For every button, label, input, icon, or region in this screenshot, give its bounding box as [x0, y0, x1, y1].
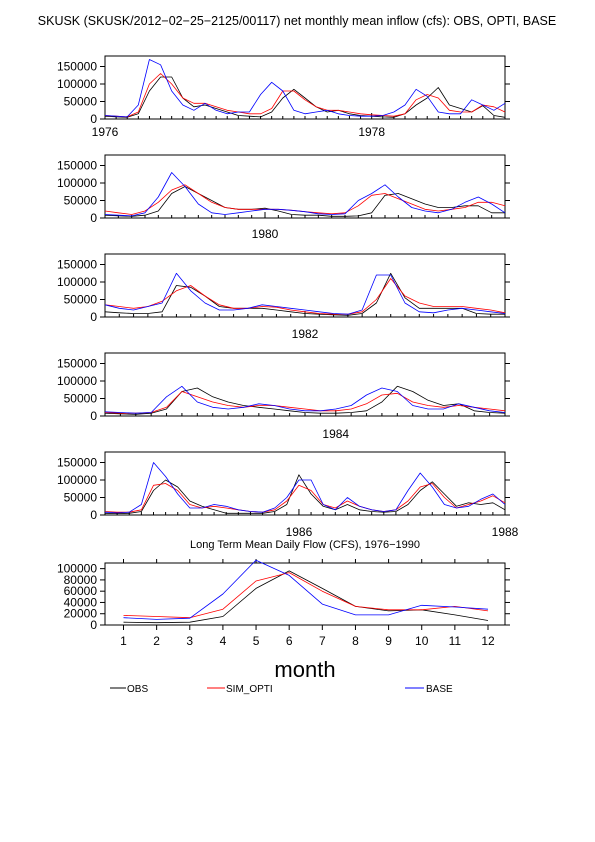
year-label: 1988	[492, 525, 519, 539]
y-tick-label: 100000	[57, 176, 97, 190]
series-line-obs	[104, 474, 506, 514]
y-tick-label: 20000	[64, 607, 98, 621]
y-tick-label: 0	[90, 211, 97, 225]
figure-title: SKUSK (SKUSK/2012−02−25−2125/00117) net …	[38, 14, 556, 28]
series-line-sim-opti	[104, 483, 506, 513]
y-tick-label: 40000	[64, 595, 98, 609]
y-tick-label: 100000	[57, 473, 97, 487]
series-line-obs	[104, 385, 506, 415]
x-tick-label: 12	[481, 634, 495, 648]
series-line-sim-opti	[104, 184, 506, 215]
series-line-base	[123, 559, 489, 620]
x-tick-label: 5	[253, 634, 260, 648]
plot-frame	[104, 451, 506, 516]
y-tick-label: 150000	[57, 456, 97, 470]
panel-title: Long Term Mean Daily Flow (CFS), 1976−19…	[190, 539, 420, 551]
x-tick-label: 3	[186, 634, 193, 648]
y-tick-label: 0	[90, 310, 97, 324]
series-line-sim-opti	[104, 73, 506, 118]
series-line-obs	[104, 186, 505, 217]
series-line-obs	[104, 272, 505, 316]
y-tick-label: 0	[90, 508, 97, 522]
y-tick-label: 80000	[64, 573, 98, 587]
chart-panel-1: 0 50000 100000 150000 1976 1978	[57, 55, 510, 139]
y-tick-label: 60000	[64, 584, 98, 598]
year-label: 1980	[252, 227, 279, 241]
x-tick-label: 1	[120, 634, 127, 648]
x-tick-label: 2	[153, 634, 160, 648]
chart-panel-3: 0 50000 100000 150000 1982	[57, 253, 510, 341]
chart-panel-2: 0 50000 100000 150000 1980	[57, 154, 510, 241]
series-line-base	[104, 172, 506, 217]
series-line-base	[104, 462, 506, 514]
y-tick-label: 100000	[57, 374, 97, 388]
y-tick-label: 0	[90, 409, 97, 423]
year-label: 1982	[292, 327, 319, 341]
x-tick-label: 10	[415, 634, 429, 648]
y-tick-label: 0	[90, 112, 97, 126]
y-tick-label: 100000	[57, 562, 97, 576]
x-axis-label: month	[274, 657, 335, 682]
x-tick-label: 4	[220, 634, 227, 648]
year-label: 1976	[92, 125, 119, 139]
y-tick-label: 150000	[57, 60, 97, 74]
y-tick-label: 50000	[64, 491, 98, 505]
y-tick-label: 50000	[64, 95, 98, 109]
chart-panel-5: 0 50000 100000 150000 1986 1988	[57, 451, 519, 539]
y-tick-label: 150000	[57, 258, 97, 272]
series-line-base	[104, 385, 506, 414]
plot-frame	[104, 352, 506, 417]
series-line-sim-opti	[104, 391, 506, 414]
x-tick-label: 8	[352, 634, 359, 648]
plot-frame	[104, 154, 506, 219]
year-label: 1986	[286, 525, 313, 539]
series-line-base	[104, 272, 506, 315]
series-line-sim-opti	[123, 572, 489, 619]
plot-frame	[104, 562, 506, 626]
series-line-obs	[104, 76, 506, 118]
legend: OBS SIM_OPTI BASE	[110, 684, 453, 695]
y-tick-label: 150000	[57, 357, 97, 371]
year-label: 1984	[322, 427, 349, 441]
legend-label-obs: OBS	[127, 684, 148, 695]
year-label: 1978	[358, 125, 385, 139]
y-tick-label: 50000	[64, 293, 98, 307]
x-tick-label: 7	[319, 634, 326, 648]
y-tick-label: 0	[90, 618, 97, 632]
x-tick-label: 11	[449, 634, 462, 648]
x-tick-label: 6	[286, 634, 293, 648]
y-tick-label: 100000	[57, 275, 97, 289]
y-tick-label: 100000	[57, 77, 97, 91]
series-line-obs	[123, 570, 489, 624]
legend-label-sim-opti: SIM_OPTI	[226, 684, 273, 695]
plot-frame	[104, 55, 506, 120]
y-tick-label: 50000	[64, 392, 98, 406]
x-tick-label: 9	[385, 634, 392, 648]
series-line-sim-opti	[104, 278, 506, 315]
y-tick-label: 150000	[57, 159, 97, 173]
series-line-base	[104, 59, 506, 118]
chart-panel-4: 0 50000 100000 150000 1984	[57, 352, 510, 441]
plot-frame	[104, 253, 506, 318]
legend-label-base: BASE	[426, 684, 453, 695]
y-tick-label: 50000	[64, 194, 98, 208]
